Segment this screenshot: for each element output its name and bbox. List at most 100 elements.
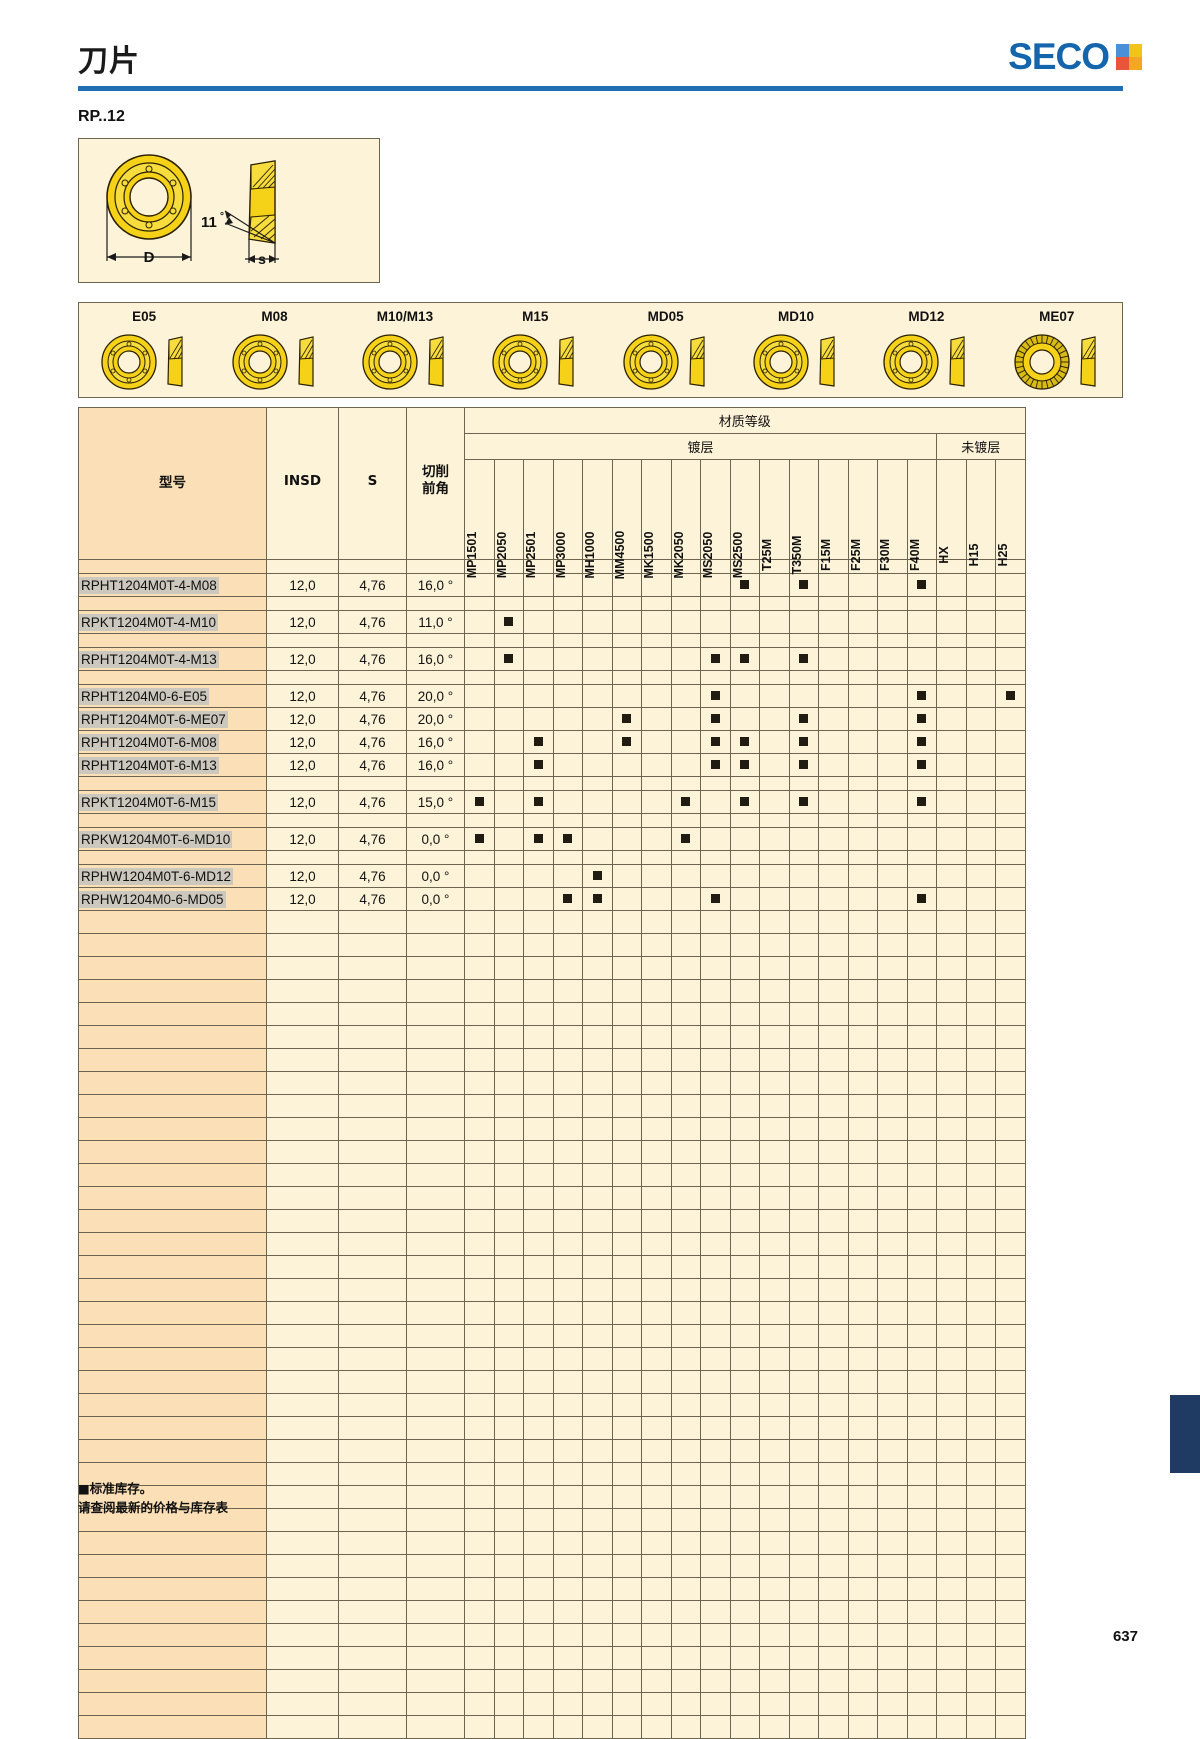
insert-family-label: RP..12 [78, 108, 125, 125]
cell-grade-F40M [906, 790, 937, 814]
cell-designation[interactable]: RPHT1204M0-6-E05 [78, 684, 267, 708]
cell-designation[interactable]: RPHT1204M0T-4-M08 [78, 573, 267, 597]
table-blank-row [78, 1462, 1026, 1486]
cell-insd: 12,0 [266, 684, 339, 708]
blank-cell [847, 1669, 878, 1693]
blank-cell [700, 1508, 731, 1532]
cell-grade-HX [936, 573, 967, 597]
cell-grade-T350M [788, 887, 819, 911]
diameter-label: D [144, 249, 155, 266]
blank-cell [965, 1048, 996, 1072]
cell-designation[interactable]: RPHT1204M0T-4-M13 [78, 647, 267, 671]
table-row[interactable]: RPKW1204M0T-6-MD10 12,0 4,76 0,0 ° [78, 827, 1026, 851]
table-row[interactable]: RPHT1204M0T-6-M13 12,0 4,76 16,0 ° [78, 753, 1026, 777]
mark-swatch-orange [1129, 56, 1142, 70]
spacer-cell [788, 633, 819, 648]
geometry-top-view [753, 334, 809, 390]
table-blank-row [78, 1232, 1026, 1256]
cell-grade-MP2050 [493, 753, 524, 777]
table-blank-row [78, 1623, 1026, 1647]
table-row[interactable]: RPHT1204M0T-4-M08 12,0 4,76 16,0 ° [78, 573, 1026, 597]
blank-cell [582, 1163, 613, 1187]
blank-cell [818, 1278, 849, 1302]
cell-grade-T25M [759, 864, 790, 888]
spacer-cell [818, 633, 849, 648]
cell-grade-MM4500 [611, 573, 642, 597]
blank-cell [641, 1439, 672, 1463]
blank-cell [266, 1094, 339, 1118]
cell-grade-MP3000 [552, 730, 583, 754]
cell-grade-MP2501 [523, 887, 554, 911]
blank-cell [582, 1531, 613, 1555]
cell-designation[interactable]: RPKT1204M0T-6-M15 [78, 790, 267, 814]
spacer-name-cell [78, 776, 267, 791]
spacer-cell [700, 633, 731, 648]
header-label-s: S [367, 472, 378, 489]
blank-cell [906, 1071, 937, 1095]
table-row[interactable]: RPHW1204M0T-6-MD12 12,0 4,76 0,0 ° [78, 864, 1026, 888]
table-row[interactable]: RPHT1204M0T-4-M13 12,0 4,76 16,0 ° [78, 647, 1026, 671]
header-grade-label: MK2050 [671, 531, 686, 579]
blank-cell [523, 1508, 554, 1532]
cell-designation[interactable]: RPHT1204M0T-6-M08 [78, 730, 267, 754]
blank-cell [847, 1163, 878, 1187]
blank-cell [523, 1416, 554, 1440]
blank-cell [759, 933, 790, 957]
blank-cell [266, 1692, 339, 1716]
blank-cell [700, 1163, 731, 1187]
cell-designation[interactable]: RPHW1204M0T-6-MD12 [78, 864, 267, 888]
stock-marker [504, 654, 514, 664]
blank-name-cell [78, 1623, 267, 1647]
table-blank-row [78, 1002, 1026, 1026]
cell-designation[interactable]: RPHT1204M0T-6-ME07 [78, 707, 267, 731]
table-row[interactable]: RPHT1204M0T-6-ME07 12,0 4,76 20,0 ° [78, 707, 1026, 731]
table-row[interactable]: RPKT1204M0T-4-M10 12,0 4,76 11,0 ° [78, 610, 1026, 634]
spacer-cell [995, 559, 1026, 574]
angle-value: 11 [201, 214, 217, 231]
cell-grade-MP2501 [523, 573, 554, 597]
blank-cell [906, 1485, 937, 1509]
spacer-cell [729, 670, 760, 685]
cell-designation[interactable]: RPHW1204M0-6-MD05 [78, 887, 267, 911]
cell-designation[interactable]: RPKW1204M0T-6-MD10 [78, 827, 267, 851]
table-row[interactable]: RPHW1204M0-6-MD05 12,0 4,76 0,0 ° [78, 887, 1026, 911]
cell-rake: 11,0 ° [406, 610, 465, 634]
cell-designation[interactable]: RPKT1204M0T-4-M10 [78, 610, 267, 634]
blank-cell [788, 1462, 819, 1486]
spacer-cell [523, 850, 554, 865]
blank-cell [552, 1554, 583, 1578]
blank-cell [493, 1669, 524, 1693]
matrix-head-row-coating: 镀层 未镀层 [79, 433, 1026, 460]
table-row[interactable]: RPHT1204M0T-6-M08 12,0 4,76 16,0 ° [78, 730, 1026, 754]
blank-cell [847, 1577, 878, 1601]
blank-cell [670, 1531, 701, 1555]
cell-grade-MP1501 [464, 610, 495, 634]
spacer-cell [582, 633, 613, 648]
blank-cell [906, 1301, 937, 1325]
blank-cell [338, 1416, 407, 1440]
cell-grade-MM4500 [611, 827, 642, 851]
table-row[interactable]: RPKT1204M0T-6-M15 12,0 4,76 15,0 ° [78, 790, 1026, 814]
cell-grade-T25M [759, 647, 790, 671]
blank-cell [759, 1669, 790, 1693]
header-grade-label: H25 [996, 543, 1011, 567]
cell-grade-MS2500 [729, 790, 760, 814]
cell-grade-MM4500 [611, 730, 642, 754]
blank-cell [847, 1071, 878, 1095]
blank-cell [582, 1301, 613, 1325]
blank-cell [464, 1462, 495, 1486]
blank-cell [552, 1370, 583, 1394]
cell-grade-MK1500 [641, 730, 672, 754]
cell-grade-F15M [818, 647, 849, 671]
spacer-cell [700, 596, 731, 611]
blank-cell [788, 1669, 819, 1693]
blank-cell [523, 1324, 554, 1348]
blank-cell [406, 1600, 465, 1624]
geometry-figure [861, 329, 991, 395]
table-row[interactable]: RPHT1204M0-6-E05 12,0 4,76 20,0 ° [78, 684, 1026, 708]
blank-cell [965, 956, 996, 980]
blank-cell [965, 933, 996, 957]
matrix-head-row-group: 型号 INSD S 切削 前角 材质等级 [78, 407, 1026, 560]
designation-text: RPHT1204M0T-6-M08 [79, 733, 219, 751]
cell-designation[interactable]: RPHT1204M0T-6-M13 [78, 753, 267, 777]
